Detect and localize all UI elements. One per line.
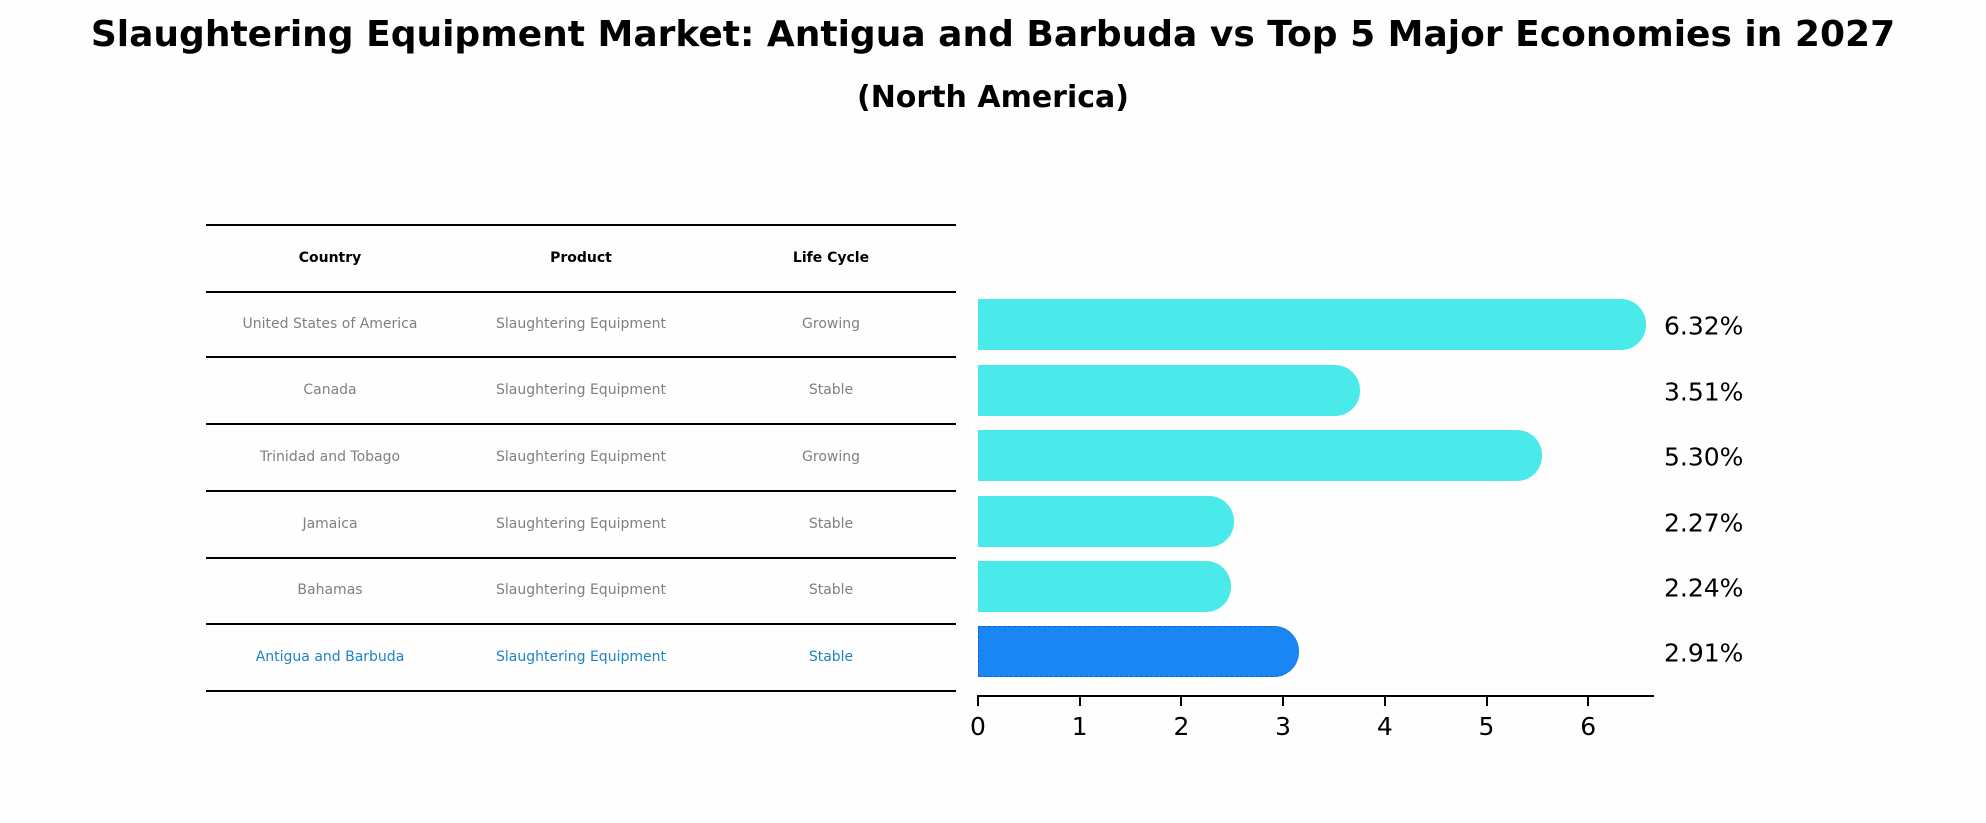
table-cell-product: Slaughtering Equipment	[496, 381, 666, 398]
bar	[978, 430, 1542, 481]
x-tick-label: 2	[1173, 712, 1190, 741]
table-rule	[206, 690, 956, 692]
table-rule	[206, 557, 956, 559]
x-tick	[1282, 696, 1285, 706]
x-tick-label: 3	[1275, 712, 1292, 741]
value-label: 2.24%	[1664, 573, 1744, 603]
table-cell-country: United States of America	[242, 315, 418, 332]
x-tick	[977, 696, 979, 706]
x-tick	[1485, 696, 1488, 706]
value-label: 2.27%	[1664, 508, 1744, 538]
table-cell-country: Jamaica	[302, 515, 358, 532]
table-cell-country: Trinidad and Tobago	[259, 448, 401, 465]
x-tick-label: 0	[970, 712, 986, 741]
table-cell-country: Antigua and Barbuda	[255, 648, 405, 665]
value-label: 6.32%	[1664, 311, 1744, 341]
table-rule	[206, 291, 956, 293]
x-tick-label: 5	[1478, 712, 1495, 741]
bar	[978, 626, 1299, 677]
table-cell-life-cycle: Stable	[808, 515, 854, 532]
table-rule	[206, 490, 956, 492]
table-cell-life-cycle: Stable	[808, 648, 854, 665]
table-cell-country: Bahamas	[297, 582, 363, 598]
bar	[978, 365, 1360, 416]
table-rule	[206, 224, 956, 226]
chart-subtitle: (North America)	[856, 80, 1129, 115]
bar	[978, 496, 1234, 547]
table-cell-life-cycle: Growing	[802, 315, 860, 332]
x-tick	[1383, 696, 1386, 706]
x-tick-label: 4	[1376, 712, 1393, 741]
table-cell-product: Slaughtering Equipment	[496, 582, 666, 598]
column-header: Life Cycle	[792, 249, 870, 266]
value-label: 5.30%	[1664, 442, 1744, 472]
x-tick-label: 1	[1071, 712, 1088, 741]
bar	[978, 299, 1646, 350]
chart-title: Slaughtering Equipment Market: Antigua a…	[90, 14, 1896, 55]
table-cell-product: Slaughtering Equipment	[496, 448, 666, 465]
column-header: Country	[298, 249, 362, 266]
table-cell-life-cycle: Stable	[808, 582, 854, 598]
value-label: 3.51%	[1664, 377, 1744, 407]
bar	[978, 561, 1231, 612]
table-cell-product: Slaughtering Equipment	[496, 515, 666, 532]
table-cell-product: Slaughtering Equipment	[496, 315, 666, 332]
column-header: Product	[550, 249, 612, 266]
x-tick-label: 6	[1580, 712, 1597, 741]
x-tick	[1587, 696, 1590, 706]
table-rule	[206, 356, 956, 358]
x-tick	[1180, 696, 1183, 706]
table-cell-country: Canada	[303, 381, 357, 398]
table-rule	[206, 623, 956, 625]
x-tick	[1078, 696, 1081, 706]
table-cell-product: Slaughtering Equipment	[496, 648, 666, 665]
table-rule	[206, 423, 956, 425]
x-axis	[977, 695, 1654, 697]
value-label: 2.91%	[1664, 638, 1744, 668]
table-cell-life-cycle: Growing	[802, 448, 860, 465]
table-cell-life-cycle: Stable	[808, 381, 854, 398]
